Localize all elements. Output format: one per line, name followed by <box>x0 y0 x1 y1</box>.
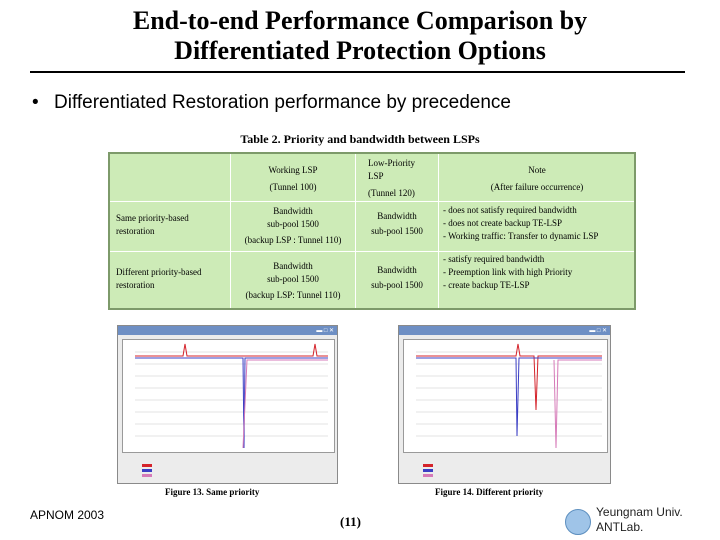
footer-affiliation: Yeungnam Univ. ANTLab. <box>596 505 683 535</box>
traffic-plot <box>403 339 608 453</box>
legend-swatch-red <box>142 464 152 467</box>
table-divider <box>355 154 356 308</box>
plot-gridlines <box>135 351 328 437</box>
row1-working-lsp: Bandwidth sub-pool 1500 (backup LSP : Tu… <box>244 206 342 245</box>
legend-swatch-pink <box>423 474 433 477</box>
table-divider <box>230 154 231 308</box>
plot-gridlines <box>416 351 602 437</box>
row1-note: - does not satisfy required bandwidth - … <box>443 205 599 241</box>
row-label-same-priority: Same priority-based restoration <box>116 213 189 236</box>
bullet-item: • Differentiated Restoration performance … <box>32 92 511 114</box>
title-line-1: End-to-end Performance Comparison by <box>132 6 588 35</box>
series-pink-line <box>242 359 328 449</box>
series-pink-line <box>553 359 602 449</box>
traffic-plot <box>122 339 335 453</box>
figure13-screenshot: ▬ □ ✕ <box>117 325 338 484</box>
bullet-text: Differentiated Restoration performance b… <box>54 92 511 113</box>
row2-working-lsp: Bandwidth sub-pool 1500 (backup LSP: Tun… <box>245 261 341 300</box>
bullet-dot-icon: • <box>32 92 39 113</box>
figure14-caption: Figure 14. Different priority <box>435 487 544 497</box>
figure14-screenshot: ▬ □ ✕ <box>398 325 611 484</box>
row2-low-priority-lsp: Bandwidth sub-pool 1500 <box>371 265 423 290</box>
window-controls-icon: ▬ □ ✕ <box>589 328 607 334</box>
table-divider <box>110 251 634 252</box>
table-divider <box>110 201 634 202</box>
header-low-priority-lsp: Low-Priority LSP (Tunnel 120) <box>368 158 415 198</box>
header-note: Note (After failure occurrence) <box>490 165 584 192</box>
window-titlebar: ▬ □ ✕ <box>399 326 610 335</box>
series-blue-line <box>135 357 328 449</box>
table-caption: Table 2. Priority and bandwidth between … <box>240 132 480 146</box>
page-number: (11) <box>340 514 361 529</box>
series-red-line <box>135 343 328 357</box>
legend-swatch-blue <box>423 469 433 472</box>
traffic-plot-svg <box>416 343 602 449</box>
legend-swatch-blue <box>142 469 152 472</box>
title-underline <box>30 71 685 73</box>
priority-bandwidth-table: Working LSP (Tunnel 100) Low-Priority LS… <box>108 152 636 310</box>
slide-title: End-to-end Performance Comparison by Dif… <box>0 6 720 66</box>
table-divider <box>438 154 439 308</box>
series-blue-line <box>416 357 602 437</box>
header-working-lsp: Working LSP (Tunnel 100) <box>268 165 318 192</box>
row2-note: - satisfy required bandwidth - Preemptio… <box>443 254 573 290</box>
row-label-different-priority: Different priority-based restoration <box>116 267 202 290</box>
footer-conference: APNOM 2003 <box>30 508 105 522</box>
footer-lab: ANTLab. <box>596 520 644 534</box>
window-controls-icon: ▬ □ ✕ <box>316 328 334 334</box>
window-titlebar: ▬ □ ✕ <box>118 326 337 335</box>
legend-swatch-red <box>423 464 433 467</box>
row1-low-priority-lsp: Bandwidth sub-pool 1500 <box>371 211 423 236</box>
university-logo-icon <box>565 509 591 535</box>
footer-university: Yeungnam Univ. <box>596 505 683 519</box>
traffic-plot-svg <box>135 343 328 449</box>
figure13-caption: Figure 13. Same priority <box>165 487 260 497</box>
series-red-line <box>416 343 602 411</box>
legend-swatch-pink <box>142 474 152 477</box>
title-line-2: Differentiated Protection Options <box>174 36 546 65</box>
